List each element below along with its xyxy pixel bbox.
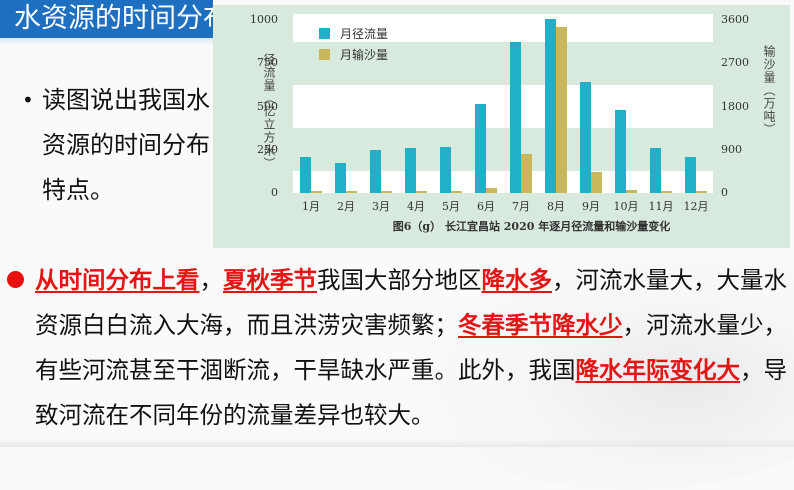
sediment-bar bbox=[486, 188, 497, 193]
answer-segment: 我国大部分地区 bbox=[317, 266, 482, 294]
question-text: 读图说出我国水资源的时间分布特点。 bbox=[42, 86, 210, 204]
x-tick-label: 9月 bbox=[582, 200, 600, 213]
y-tick-left: 750 bbox=[257, 56, 278, 70]
y-tick-left: 0 bbox=[271, 186, 278, 199]
title-shadow bbox=[0, 38, 213, 46]
bar-chart: 径流量（亿立方米） 输沙量（万吨） 月径流量 月输沙量 图6（g） 长江宜昌站 … bbox=[213, 5, 790, 248]
sediment-bar bbox=[626, 189, 637, 193]
plot-area bbox=[293, 13, 713, 193]
x-tick-label: 3月 bbox=[372, 200, 390, 213]
answer-text: 从时间分布上看，夏秋季节我国大部分地区降水多，河流水量大，大量水资源白白流入大海… bbox=[7, 258, 790, 438]
answer-segment: ， bbox=[199, 266, 224, 294]
sediment-bar bbox=[451, 191, 462, 193]
sediment-bar bbox=[521, 154, 532, 193]
sediment-bar bbox=[661, 191, 672, 193]
x-tick-label: 6月 bbox=[477, 200, 495, 213]
y-tick-right: 0 bbox=[721, 186, 728, 199]
grid-band bbox=[293, 171, 713, 193]
runoff-bar bbox=[580, 81, 591, 193]
highlight-text: 夏秋季节 bbox=[223, 266, 317, 294]
highlight-text: 降水年际变化大 bbox=[575, 356, 741, 384]
x-tick-label: 5月 bbox=[442, 200, 460, 213]
runoff-bar bbox=[370, 150, 381, 193]
runoff-bar bbox=[300, 157, 311, 193]
runoff-bar bbox=[545, 18, 556, 193]
sediment-swatch-icon bbox=[319, 49, 330, 60]
runoff-bar bbox=[405, 148, 416, 193]
grid-band bbox=[293, 84, 713, 129]
runoff-bar bbox=[685, 157, 696, 193]
x-tick-label: 10月 bbox=[613, 200, 639, 213]
y-axis-label-right: 输沙量（万吨） bbox=[762, 45, 776, 136]
x-tick-label: 4月 bbox=[407, 200, 425, 213]
chart-caption: 图6（g） 长江宜昌站 2020 年逐月径流量和输沙量变化 bbox=[392, 220, 671, 233]
sediment-bar bbox=[416, 191, 427, 193]
bullet-dot-icon bbox=[7, 271, 24, 288]
y-tick-right: 2700 bbox=[721, 56, 749, 70]
highlight-text: 从时间分布上看 bbox=[35, 266, 200, 294]
sediment-bar bbox=[346, 191, 357, 193]
runoff-bar bbox=[510, 41, 521, 193]
y-tick-left: 1000 bbox=[250, 13, 278, 26]
bottom-shade bbox=[0, 438, 794, 447]
x-tick-label: 8月 bbox=[547, 200, 565, 213]
x-tick-label: 7月 bbox=[512, 200, 530, 213]
sediment-bar bbox=[591, 171, 602, 193]
answer-segment: ，导致河流在不同年份的流量差异也较大。 bbox=[35, 356, 787, 429]
y-tick-left: 500 bbox=[257, 99, 278, 113]
runoff-bar bbox=[440, 146, 451, 193]
sediment-bar bbox=[556, 26, 567, 193]
y-tick-left: 250 bbox=[257, 142, 278, 156]
runoff-bar bbox=[615, 109, 626, 193]
highlight-text: 降水多 bbox=[481, 266, 553, 294]
y-axis-label-left: 径流量（亿立方米） bbox=[262, 53, 276, 170]
y-tick-right: 900 bbox=[721, 142, 742, 156]
legend-item-runoff: 月径流量 bbox=[319, 23, 388, 44]
bullet-icon: • bbox=[22, 88, 34, 112]
x-tick-label: 1月 bbox=[302, 200, 320, 213]
sediment-bar bbox=[311, 191, 322, 193]
y-tick-right: 1800 bbox=[721, 99, 749, 113]
grid-band bbox=[293, 13, 713, 42]
runoff-bar bbox=[650, 148, 661, 193]
answer-segment: ，河流水量少，有些河流甚至干涸断流，干旱缺水严重。此外，我国 bbox=[35, 311, 787, 384]
legend-item-sediment: 月输沙量 bbox=[319, 44, 388, 65]
y-tick-right: 3600 bbox=[721, 13, 749, 26]
runoff-swatch-icon bbox=[319, 28, 330, 39]
x-tick-label: 2月 bbox=[337, 200, 355, 213]
answer-segment: ，河流水量大，大量水资源白白流入大海，而且洪涝灾害频繁； bbox=[35, 266, 787, 339]
x-tick-label: 12月 bbox=[683, 200, 709, 213]
chart-legend: 月径流量 月输沙量 bbox=[319, 23, 388, 65]
sediment-bar bbox=[696, 191, 707, 193]
slide-title: 水资源的时间分布 bbox=[0, 0, 213, 38]
runoff-bar bbox=[335, 163, 346, 193]
question-panel: • 读图说出我国水资源的时间分布特点。 bbox=[22, 78, 212, 213]
sediment-bar bbox=[381, 191, 392, 193]
x-tick-label: 11月 bbox=[648, 200, 674, 213]
highlight-text: 冬春季节降水少 bbox=[458, 311, 623, 339]
runoff-bar bbox=[475, 104, 486, 193]
